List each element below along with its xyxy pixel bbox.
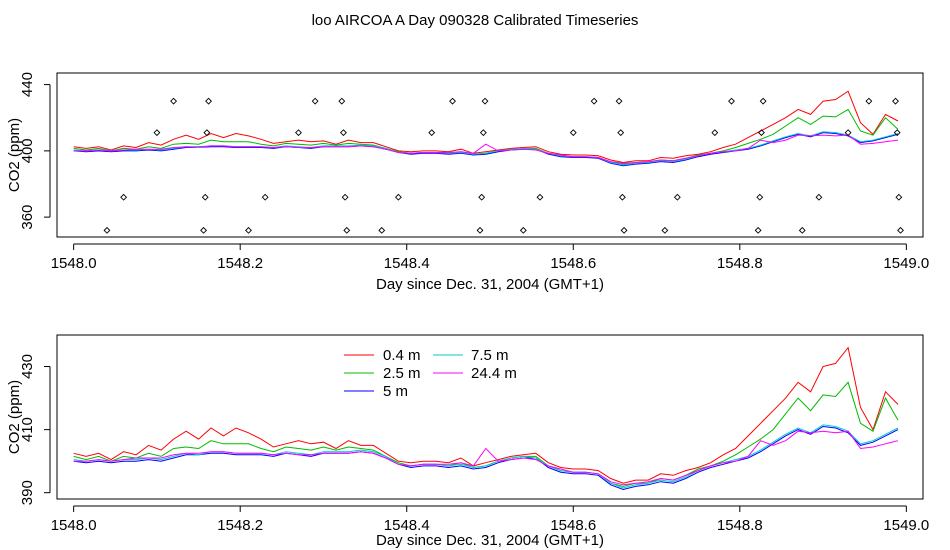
- top-x-tick-label: 1548.4: [384, 255, 430, 272]
- top-calibration-point: [245, 226, 252, 234]
- bottom-y-axis-label: CO2 (ppm): [6, 380, 23, 454]
- top-panel: 1548.0 1548.2 1548.4 1548.6 1548.8 1549.0 360…: [6, 72, 929, 293]
- top-calibration-point: [536, 193, 544, 201]
- top-calibration-point: [170, 97, 178, 105]
- top-x-tick-label: 1548.8: [717, 255, 763, 272]
- top-y-axis-label: CO2 (ppm): [6, 118, 23, 192]
- top-y-tick-label: 400: [19, 138, 36, 163]
- top-calibration-point: [569, 129, 577, 137]
- top-calibration-point: [615, 97, 623, 105]
- bottom-x-tick-label: 1548.2: [217, 517, 263, 534]
- bottom-series-line-2-5m: [73, 381, 899, 487]
- legend-label-0-4m: 0.4 m: [383, 347, 421, 364]
- top-calibration-point: [618, 193, 626, 201]
- top-calibration-point: [590, 97, 598, 105]
- top-series-group: [73, 90, 899, 167]
- top-calibration-point: [449, 97, 456, 105]
- top-calibration-point: [103, 226, 111, 234]
- top-calibration-point: [378, 226, 386, 234]
- top-series-line-5m: [73, 132, 899, 167]
- top-series-line-2-5m: [73, 108, 899, 165]
- top-calibration-point: [759, 97, 767, 105]
- legend-label-24-4m: 24.4 m: [471, 365, 517, 382]
- bottom-series-line-0-4m: [73, 346, 899, 484]
- bottom-series-line-5m: [73, 425, 899, 491]
- top-calibration-point: [893, 129, 901, 137]
- top-y-axis: 360 400 440: [19, 72, 51, 230]
- bottom-x-tick-label: 1548.8: [717, 517, 763, 534]
- bottom-series-line-24-4m: [73, 430, 899, 486]
- top-calibration-point: [153, 129, 161, 137]
- top-calibration-point: [120, 193, 128, 201]
- top-calibration-point: [895, 193, 903, 201]
- top-calibration-point: [338, 97, 346, 105]
- top-calibration-point: [394, 193, 402, 201]
- bottom-x-tick-label: 1548.4: [384, 517, 430, 534]
- top-calibration-point: [865, 97, 873, 105]
- bottom-y-tick-label: 390: [19, 480, 36, 505]
- top-y-tick-label: 360: [19, 205, 36, 230]
- top-calibration-point: [756, 193, 764, 201]
- top-x-tick-label: 1548.2: [217, 255, 263, 272]
- bottom-y-axis: 390 410 430: [19, 354, 51, 505]
- top-calibration-point: [200, 226, 207, 234]
- top-calibration-point: [711, 129, 719, 137]
- top-calibration-point: [897, 226, 904, 234]
- bottom-x-tick-label: 1549.0: [883, 517, 929, 534]
- top-calibration-point: [673, 193, 681, 201]
- top-calibration-point: [519, 226, 527, 234]
- top-calibration-point: [754, 226, 762, 234]
- top-calibration-point: [205, 97, 212, 105]
- top-calibration-points: [103, 97, 904, 234]
- bottom-x-axis-label: Day since Dec. 31, 2004 (GMT+1): [376, 532, 604, 549]
- top-x-tick-label: 1548.6: [550, 255, 596, 272]
- top-x-tick-label: 1549.0: [883, 255, 929, 272]
- top-series-line-0-4m: [73, 90, 899, 164]
- top-x-tick-label: 1548.0: [51, 255, 97, 272]
- top-calibration-point: [844, 129, 852, 137]
- top-calibration-point: [478, 193, 486, 201]
- top-calibration-point: [476, 226, 484, 234]
- legend-label-7-5m: 7.5 m: [471, 347, 509, 364]
- legend-label-5m: 5 m: [383, 383, 408, 400]
- bottom-series-group: [73, 346, 899, 491]
- top-calibration-point: [798, 226, 806, 234]
- top-calibration-point: [341, 193, 349, 201]
- legend-label-2-5m: 2.5 m: [383, 365, 421, 382]
- top-calibration-point: [203, 129, 211, 137]
- top-calibration-point: [479, 129, 487, 137]
- top-calibration-point: [758, 129, 765, 137]
- top-calibration-point: [201, 193, 209, 201]
- bottom-y-tick-label: 410: [19, 417, 36, 442]
- top-series-line-7-5m: [73, 131, 899, 166]
- bottom-x-tick-label: 1548.6: [550, 517, 596, 534]
- top-calibration-point: [343, 226, 351, 234]
- top-calibration-point: [481, 97, 489, 105]
- top-y-tick-label: 440: [19, 72, 36, 97]
- top-x-axis: 1548.0 1548.2 1548.4 1548.6 1548.8 1549.0: [51, 243, 929, 272]
- top-calibration-point: [340, 129, 347, 137]
- top-calibration-point: [661, 226, 669, 234]
- bottom-plot-frame: [56, 334, 924, 500]
- bottom-y-tick-label: 430: [19, 354, 36, 379]
- top-calibration-point: [311, 97, 319, 105]
- bottom-series-line-7-5m: [73, 424, 899, 489]
- figure-title: loo AIRCOA A Day 090328 Calibrated Times…: [312, 12, 639, 29]
- legend: 0.4 m 2.5 m 5 m 7.5 m 24.4 m: [344, 347, 517, 400]
- top-calibration-point: [261, 193, 269, 201]
- top-calibration-point: [728, 97, 735, 105]
- top-series-line-24-4m: [73, 134, 899, 164]
- top-calibration-point: [892, 97, 899, 105]
- top-calibration-point: [617, 129, 625, 137]
- bottom-x-axis: 1548.0 1548.2 1548.4 1548.6 1548.8 1549.0: [51, 505, 929, 534]
- bottom-x-tick-label: 1548.0: [51, 517, 97, 534]
- top-calibration-point: [295, 129, 302, 137]
- top-calibration-point: [815, 193, 823, 201]
- top-calibration-point: [620, 226, 628, 234]
- top-plot-frame: [56, 72, 924, 238]
- top-x-axis-label: Day since Dec. 31, 2004 (GMT+1): [376, 276, 604, 293]
- bottom-panel: 1548.0 1548.2 1548.4 1548.6 1548.8 1549.0 390…: [6, 334, 929, 549]
- top-calibration-point: [428, 129, 436, 137]
